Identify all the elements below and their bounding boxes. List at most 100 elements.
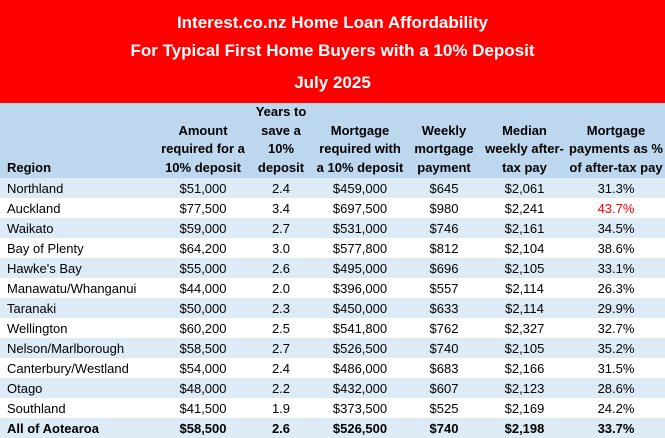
cell-years-to-save: 2.2 xyxy=(248,378,314,398)
cell-years-to-save: 3.4 xyxy=(248,198,314,218)
column-header-line: deposit xyxy=(257,159,305,175)
cell-deposit-amount: $58,500 xyxy=(158,418,248,438)
cell-median-weekly-pay: $2,114 xyxy=(482,298,567,318)
column-header-line: a 10% deposit xyxy=(316,159,404,175)
column-header-line: Mortgage xyxy=(330,122,390,138)
cell-payment-percent: 33.7% xyxy=(567,418,665,438)
cell-weekly-payment: $525 xyxy=(406,398,482,418)
cell-median-weekly-pay: $2,241 xyxy=(482,198,567,218)
cell-mortgage-amount: $486,000 xyxy=(314,358,406,378)
cell-median-weekly-pay: $2,123 xyxy=(482,378,567,398)
cell-weekly-payment: $740 xyxy=(406,338,482,358)
table-row: Bay of Plenty $64,200 3.0 $577,800 $812 $2,10… xyxy=(0,238,665,258)
cell-region: Wellington xyxy=(0,318,158,338)
cell-mortgage-amount: $450,000 xyxy=(314,298,406,318)
cell-region: Waikato xyxy=(0,218,158,238)
cell-years-to-save: 2.5 xyxy=(248,318,314,338)
column-header-line: Years to xyxy=(255,104,307,119)
cell-region: Otago xyxy=(0,378,158,398)
cell-deposit-amount: $51,000 xyxy=(158,178,248,198)
column-header-line: Median xyxy=(502,122,547,138)
cell-payment-percent: 29.9% xyxy=(567,298,665,318)
cell-deposit-amount: $59,000 xyxy=(158,218,248,238)
table-header: Region Amount required for a 10% deposit Yea… xyxy=(0,103,665,178)
table-row: Wellington $60,200 2.5 $541,800 $762 $2,327 32… xyxy=(0,318,665,338)
cell-payment-percent: 38.6% xyxy=(567,238,665,258)
column-header-mortgage-amount: Mortgage required with a 10% deposit xyxy=(314,103,406,178)
cell-payment-percent: 26.3% xyxy=(567,278,665,298)
cell-weekly-payment: $645 xyxy=(406,178,482,198)
cell-weekly-payment: $683 xyxy=(406,358,482,378)
cell-mortgage-amount: $373,500 xyxy=(314,398,406,418)
column-header-line: Weekly xyxy=(421,122,467,138)
table-body: Northland $51,000 2.4 $459,000 $645 $2,061 31.… xyxy=(0,178,665,438)
cell-median-weekly-pay: $2,161 xyxy=(482,218,567,238)
column-header-line: Region xyxy=(7,159,52,175)
cell-mortgage-amount: $577,800 xyxy=(314,238,406,258)
column-header-median-weekly-pay: Median weekly after-tax pay xyxy=(482,103,567,178)
cell-payment-percent: 43.7% xyxy=(567,198,665,218)
cell-median-weekly-pay: $2,104 xyxy=(482,238,567,258)
affordability-table: Region Amount required for a 10% deposit Yea… xyxy=(0,103,665,438)
cell-median-weekly-pay: $2,105 xyxy=(482,338,567,358)
column-header-line: required for a xyxy=(161,141,245,156)
cell-years-to-save: 2.3 xyxy=(248,298,314,318)
cell-region: Northland xyxy=(0,178,158,198)
column-header-deposit-amount: Amount required for a 10% deposit xyxy=(158,103,248,178)
cell-median-weekly-pay: $2,061 xyxy=(482,178,567,198)
cell-mortgage-amount: $526,500 xyxy=(314,338,406,358)
report-date: July 2025 xyxy=(294,73,371,92)
cell-weekly-payment: $762 xyxy=(406,318,482,338)
table-row: Otago $48,000 2.2 $432,000 $607 $2,123 28.6% xyxy=(0,378,665,398)
column-header-weekly-payment: Weekly mortgage payment xyxy=(406,103,482,178)
cell-weekly-payment: $696 xyxy=(406,258,482,278)
table-row: Northland $51,000 2.4 $459,000 $645 $2,061 31.… xyxy=(0,178,665,198)
cell-median-weekly-pay: $2,327 xyxy=(482,318,567,338)
cell-payment-percent: 35.2% xyxy=(567,338,665,358)
table-row: Auckland $77,500 3.4 $697,500 $980 $2,241 43.7… xyxy=(0,198,665,218)
table-row: Hawke's Bay $55,000 2.6 $495,000 $696 $2,105 3… xyxy=(0,258,665,278)
column-header-region: Region xyxy=(0,103,158,178)
cell-deposit-amount: $58,500 xyxy=(158,338,248,358)
cell-region: Nelson/Marlborough xyxy=(0,338,158,358)
total-row: All of Aotearoa $58,500 2.6 $526,500 $740 $2,… xyxy=(0,418,665,438)
cell-weekly-payment: $746 xyxy=(406,218,482,238)
cell-region: Canterbury/Westland xyxy=(0,358,158,378)
column-header-payment-percent: Mortgage payments as % of after-tax pay xyxy=(567,103,665,178)
cell-deposit-amount: $64,200 xyxy=(158,238,248,258)
column-header-line: Mortgage xyxy=(586,122,646,138)
table-row: Manawatu/Whanganui $44,000 2.0 $396,000 $557… xyxy=(0,278,665,298)
title-banner: Interest.co.nz Home Loan Affordability F… xyxy=(0,0,665,103)
cell-median-weekly-pay: $2,198 xyxy=(482,418,567,438)
cell-years-to-save: 1.9 xyxy=(248,398,314,418)
column-header-line: 10% deposit xyxy=(165,159,241,175)
cell-weekly-payment: $740 xyxy=(406,418,482,438)
column-header-line: payments as % xyxy=(569,141,663,156)
table-row: Nelson/Marlborough $58,500 2.7 $526,500 $740… xyxy=(0,338,665,358)
cell-region: All of Aotearoa xyxy=(0,418,158,438)
cell-mortgage-amount: $541,800 xyxy=(314,318,406,338)
cell-region: Hawke's Bay xyxy=(0,258,158,278)
cell-deposit-amount: $55,000 xyxy=(158,258,248,278)
cell-years-to-save: 2.4 xyxy=(248,178,314,198)
cell-payment-percent: 28.6% xyxy=(567,378,665,398)
cell-median-weekly-pay: $2,114 xyxy=(482,278,567,298)
cell-weekly-payment: $812 xyxy=(406,238,482,258)
cell-region: Taranaki xyxy=(0,298,158,318)
cell-deposit-amount: $44,000 xyxy=(158,278,248,298)
cell-payment-percent: 24.2% xyxy=(567,398,665,418)
cell-deposit-amount: $60,200 xyxy=(158,318,248,338)
cell-mortgage-amount: $697,500 xyxy=(314,198,406,218)
column-header-line: mortgage xyxy=(414,141,474,156)
cell-mortgage-amount: $396,000 xyxy=(314,278,406,298)
column-header-line: save a 10% xyxy=(261,122,301,157)
cell-region: Southland xyxy=(0,398,158,418)
cell-region: Bay of Plenty xyxy=(0,238,158,258)
cell-years-to-save: 2.4 xyxy=(248,358,314,378)
cell-deposit-amount: $54,000 xyxy=(158,358,248,378)
cell-weekly-payment: $633 xyxy=(406,298,482,318)
cell-mortgage-amount: $526,500 xyxy=(314,418,406,438)
cell-weekly-payment: $557 xyxy=(406,278,482,298)
cell-years-to-save: 2.0 xyxy=(248,278,314,298)
